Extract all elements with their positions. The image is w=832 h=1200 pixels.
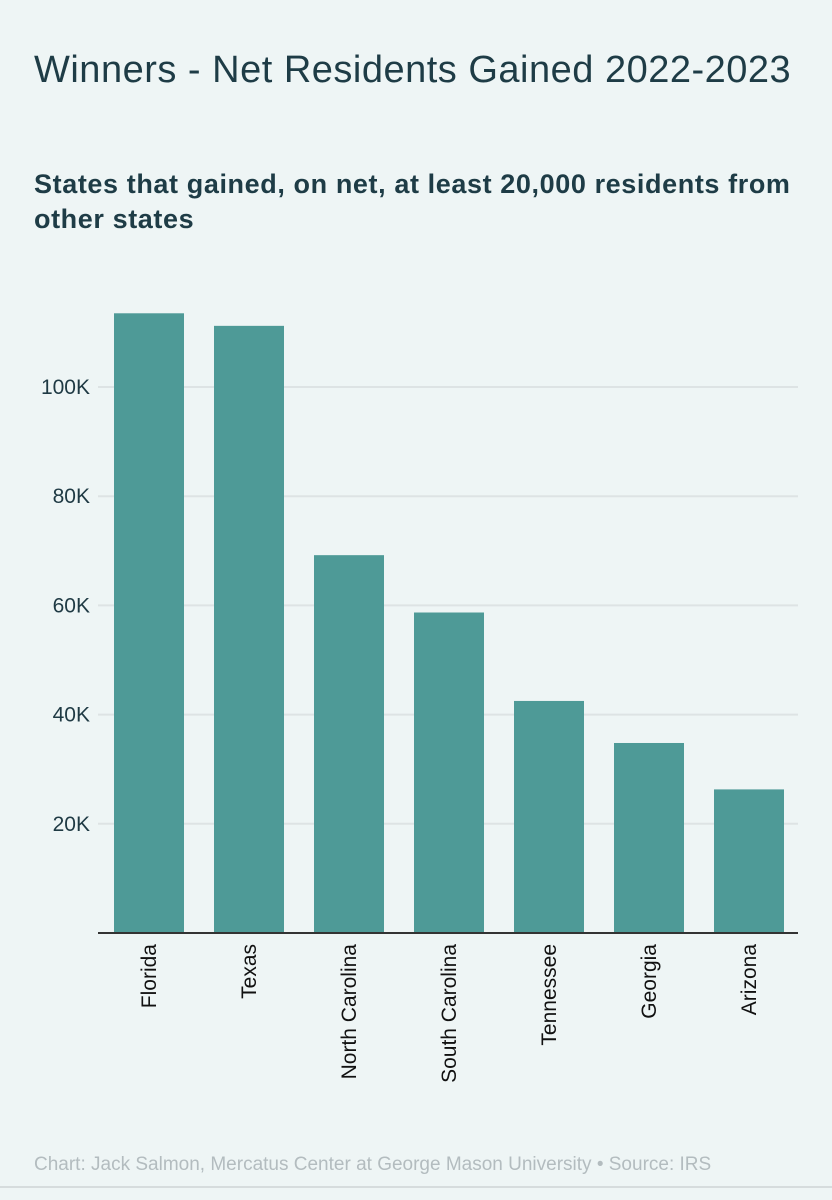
x-category-label: South Carolina — [438, 944, 461, 1083]
bar — [114, 313, 184, 933]
chart-subtitle: States that gained, on net, at least 20,… — [34, 169, 791, 235]
footer-divider — [0, 1186, 832, 1188]
y-tick-label: 40K — [53, 704, 90, 727]
source-credit: Chart: Jack Salmon, Mercatus Center at G… — [34, 1154, 712, 1175]
y-tick-label: 80K — [53, 485, 90, 508]
bar — [314, 555, 384, 933]
y-tick-label: 100K — [41, 376, 90, 399]
x-category-label: Tennessee — [538, 944, 561, 1046]
chart-title: Winners - Net Residents Gained 2022-2023 — [34, 49, 792, 91]
bar — [414, 612, 484, 933]
x-category-label: Texas — [238, 944, 261, 999]
x-category-label: Florida — [138, 944, 161, 1009]
y-tick-label: 60K — [53, 594, 90, 617]
x-category-label: North Carolina — [338, 944, 361, 1080]
bar — [214, 325, 284, 933]
y-tick-label: 20K — [53, 813, 90, 836]
bar — [614, 742, 684, 933]
x-category-label: Arizona — [738, 944, 761, 1016]
bar — [714, 789, 784, 933]
bar-chart: 20K 40K 60K 80K 100K Florida Texas North Caroli… — [41, 313, 798, 1083]
x-category-label: Georgia — [638, 944, 661, 1019]
bar — [514, 700, 584, 933]
